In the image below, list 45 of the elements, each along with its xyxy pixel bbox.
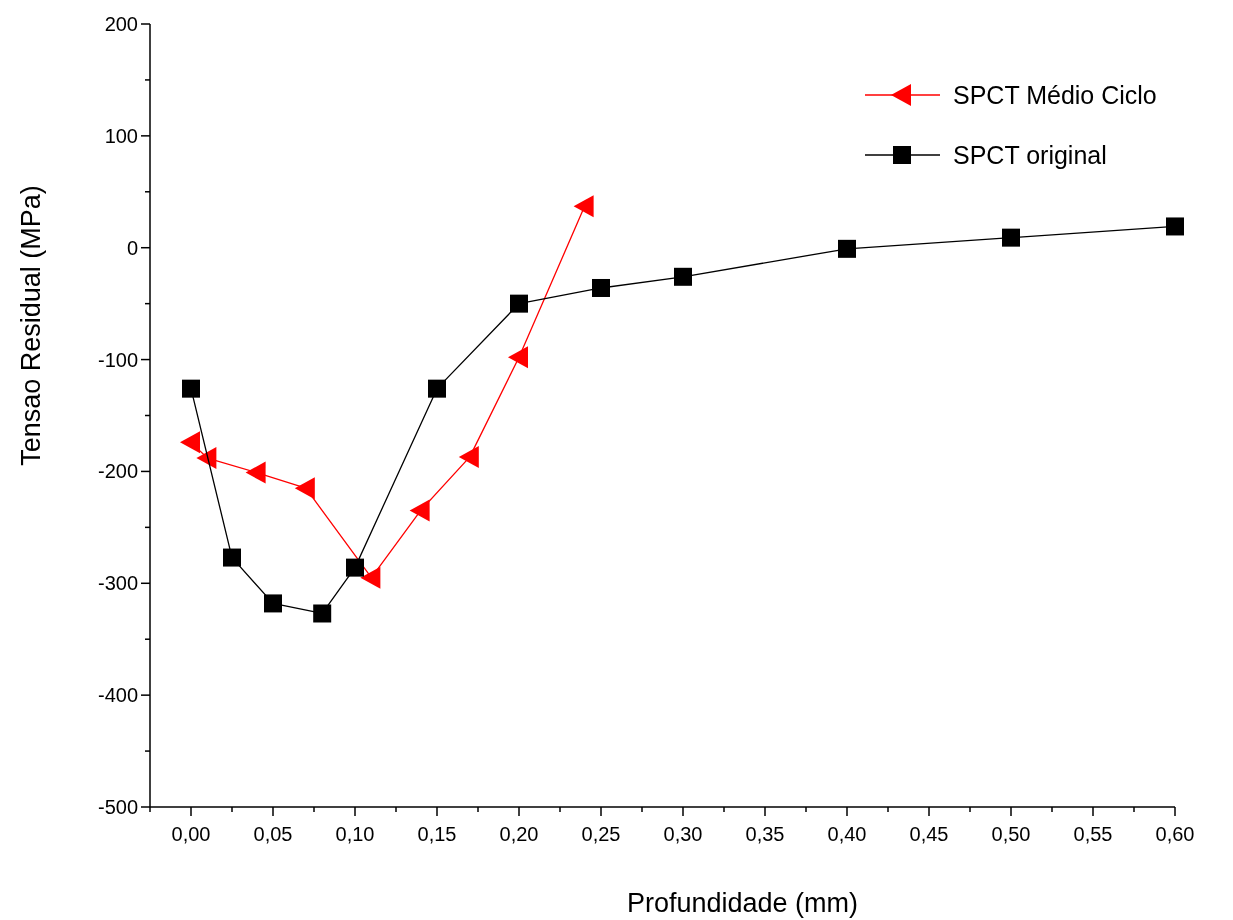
y-tick-label: 200 — [104, 13, 138, 35]
point — [313, 604, 332, 623]
point — [508, 346, 528, 369]
point — [573, 195, 594, 218]
point — [294, 477, 315, 500]
y-tick-label: -400 — [97, 684, 138, 707]
point — [1002, 228, 1020, 247]
legend-label: SPCT Médio Ciclo — [953, 80, 1157, 109]
point — [674, 267, 692, 286]
point — [245, 461, 266, 484]
point — [458, 445, 479, 468]
point — [592, 278, 610, 297]
point — [409, 499, 430, 522]
point — [346, 558, 364, 577]
x-tick-label: 0,25 — [581, 823, 621, 845]
y-tick-label: -200 — [97, 460, 138, 483]
x-tick-label: 0,40 — [827, 823, 867, 845]
point — [360, 566, 381, 589]
x-tick-label: 0,55 — [1073, 823, 1113, 845]
point — [1166, 217, 1184, 236]
x-tick-label: 0,00 — [171, 823, 211, 845]
point — [428, 379, 446, 398]
x-tick-label: 0,20 — [499, 823, 539, 845]
y-tick-label: -500 — [97, 796, 138, 818]
x-tick-label: 0,50 — [991, 823, 1031, 845]
x-tick-label: 0,60 — [1155, 823, 1195, 845]
y-tick-label: 0 — [126, 236, 138, 259]
point — [182, 379, 200, 398]
point — [838, 239, 856, 258]
x-tick-label: 0,45 — [909, 823, 949, 845]
point — [223, 548, 241, 567]
y-tick-label: -100 — [97, 348, 138, 371]
y-tick-label: 100 — [104, 124, 138, 147]
point — [264, 594, 282, 613]
x-tick-label: 0,30 — [663, 823, 703, 845]
y-tick-label: -300 — [97, 572, 138, 595]
legend-label: SPCT original — [953, 140, 1107, 169]
x-tick-label: 0,10 — [335, 823, 375, 845]
x-tick-label: 0,15 — [417, 823, 457, 845]
x-axis-title: Profundidade (mm) — [626, 888, 859, 918]
x-tick-label: 0,05 — [253, 823, 293, 845]
point — [180, 431, 200, 454]
point — [510, 294, 528, 313]
y-axis-title: Tensao Residual (MPa) — [16, 185, 46, 466]
x-tick-label: 0,35 — [745, 823, 785, 845]
